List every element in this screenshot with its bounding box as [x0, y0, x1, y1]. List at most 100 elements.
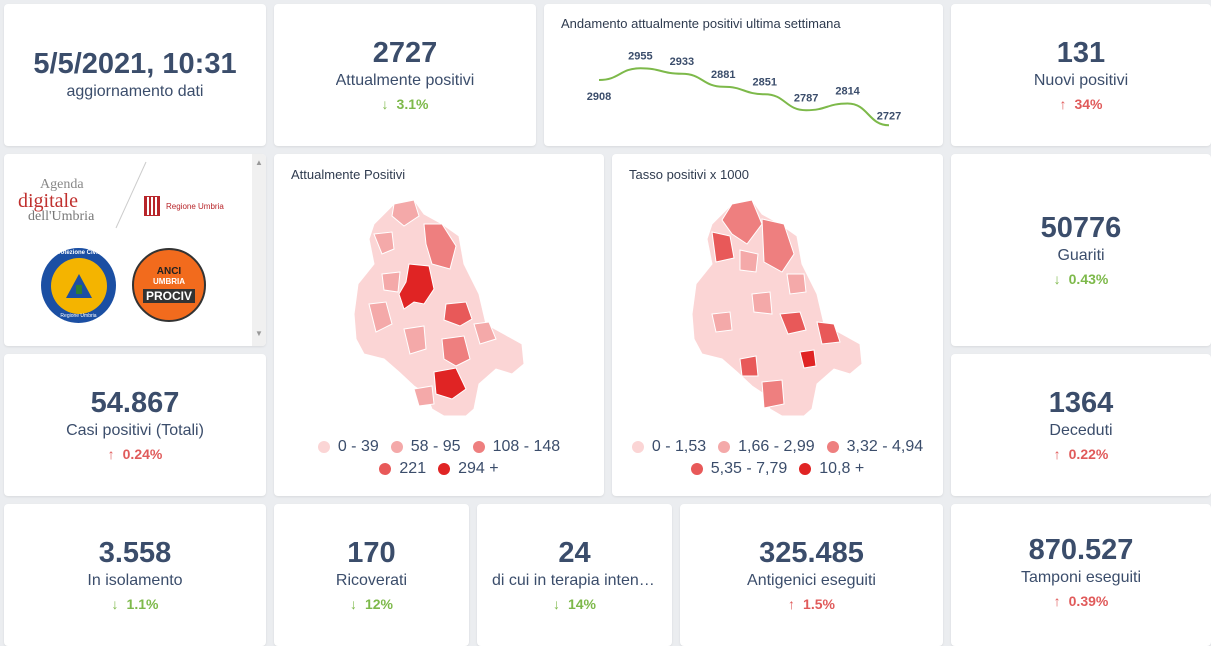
arrow-down-icon: ↓ [111, 595, 119, 612]
kpi-label: Antigenici eseguiti [747, 571, 876, 589]
kpi-guariti: 50776 Guariti ↓ 0.43% [951, 154, 1211, 346]
kpi-value: 50776 [1040, 212, 1122, 245]
kpi-value: 325.485 [759, 537, 864, 570]
kpi-ricoverati: 170 Ricoverati ↓ 12% [274, 504, 469, 646]
kpi-change: ↑ 0.39% [1054, 593, 1109, 609]
kpi-change: ↓ 1.1% [112, 596, 159, 612]
kpi-value: 870.527 [1028, 534, 1134, 567]
divider-line [115, 161, 147, 229]
chart-title: Andamento attualmente positivi ultima se… [561, 16, 841, 31]
map-tasso-card: Tasso positivi x 1000 0 - 1,53 1,66 - 2,9… [612, 154, 943, 496]
kpi-label: In isolamento [87, 571, 183, 589]
kpi-value: 54.867 [90, 387, 180, 420]
kpi-label: Casi positivi (Totali) [66, 421, 204, 439]
protezione-civile-logo: Protezione Civile Regione Umbria [41, 248, 116, 323]
kpi-label: Tamponi eseguiti [1020, 568, 1142, 586]
kpi-value: 3.558 [98, 537, 172, 570]
arrow-up-icon: ↑ [1059, 95, 1067, 112]
kpi-label: Guariti [1057, 246, 1105, 264]
legend-swatch [826, 441, 839, 453]
scroll-down-icon[interactable]: ▼ [255, 329, 263, 338]
kpi-change: ↑ 0.22% [1054, 446, 1109, 462]
data-label: 2908 [587, 91, 611, 103]
legend-swatch [472, 441, 485, 453]
legend-label: 3,32 - 4,94 [846, 438, 924, 455]
kpi-change-value: 14% [567, 595, 597, 612]
arrow-down-icon: ↓ [1053, 270, 1061, 287]
kpi-value: 1364 [1048, 387, 1114, 420]
kpi-tamponi: 870.527 Tamponi eseguiti ↑ 0.39% [951, 504, 1211, 646]
kpi-change: ↑ 0.24% [108, 446, 163, 462]
agenda-digitale-logo: Agenda digitale dell'Umbria [18, 177, 95, 224]
legend-label: 294 + [458, 460, 499, 477]
arrow-up-icon: ↑ [788, 595, 796, 612]
kpi-change-value: 3.1% [396, 95, 429, 112]
kpi-terapia-intensiva: 24 di cui in terapia intensiva ↓ 14% [477, 504, 672, 646]
legend-label: 5,35 - 7,79 [710, 460, 788, 477]
legend-swatch [390, 441, 403, 453]
legend-entry: 221 [379, 460, 426, 478]
kpi-change: ↓ 0.43% [1054, 271, 1109, 287]
legend-swatch [438, 463, 451, 475]
kpi-label: Ricoverati [335, 571, 408, 589]
regione-umbria-logo: Regione Umbria [144, 196, 224, 216]
arrow-down-icon: ↓ [381, 95, 389, 112]
legend-entry: 108 - 148 [472, 438, 560, 456]
legend-swatch [690, 463, 703, 475]
kpi-antigenici: 325.485 Antigenici eseguiti ↑ 1.5% [680, 504, 943, 646]
update-label: aggiornamento dati [66, 82, 204, 100]
data-label: 2787 [794, 92, 818, 104]
legend-entry: 294 + [438, 460, 499, 478]
kpi-change: ↑ 1.5% [788, 596, 835, 612]
anci-prociv-logo: ANCI UMBRIA PROCIV [132, 248, 206, 322]
legend-swatch [379, 463, 392, 475]
arrow-down-icon: ↓ [552, 595, 560, 612]
legend-label: 221 [399, 460, 427, 477]
legend-swatch [718, 441, 731, 453]
update-card: 5/5/2021, 10:31 aggiornamento dati [4, 4, 266, 146]
map-legend: 0 - 39 58 - 95 108 - 148 221 294 + [274, 438, 604, 482]
legend-entry: 10,8 + [799, 460, 864, 478]
arrow-down-icon: ↓ [349, 595, 357, 612]
legend-entry: 3,32 - 4,94 [826, 438, 924, 456]
legend-swatch [317, 441, 330, 453]
data-label: 2955 [628, 50, 652, 62]
kpi-change: ↓ 3.1% [382, 96, 429, 112]
data-label: 2814 [835, 86, 860, 98]
kpi-change: ↓ 12% [350, 596, 393, 612]
legend-entry: 0 - 39 [317, 438, 379, 456]
legend-label: 10,8 + [819, 460, 865, 477]
data-label: 2933 [670, 56, 694, 68]
kpi-change-value: 1.5% [803, 595, 835, 612]
kpi-change-value: 34% [1074, 95, 1103, 112]
data-label: 2727 [877, 110, 901, 122]
logos-card: ▲ ▼ Agenda digitale dell'Umbria Regione … [4, 154, 266, 346]
arrow-up-icon: ↑ [107, 445, 115, 462]
legend-entry: 1,66 - 2,99 [718, 438, 815, 456]
kpi-label: Nuovi positivi [1033, 71, 1129, 89]
kpi-value: 131 [1056, 37, 1106, 70]
legend-entry: 0 - 1,53 [631, 438, 706, 456]
map-title: Attualmente Positivi [291, 167, 406, 182]
data-label: 2881 [711, 69, 735, 81]
kpi-change: ↑ 34% [1059, 96, 1102, 112]
kpi-value: 2727 [372, 37, 438, 70]
kpi-label: Deceduti [1049, 421, 1113, 439]
kpi-change-value: 0.39% [1068, 592, 1109, 609]
triangle-icon [65, 273, 92, 298]
kpi-attualmente-positivi: 2727 Attualmente positivi ↓ 3.1% [274, 4, 536, 146]
scroll-up-icon[interactable]: ▲ [255, 158, 263, 167]
kpi-label: di cui in terapia intensiva [492, 571, 657, 589]
scrollbar[interactable]: ▲ ▼ [252, 154, 266, 346]
umbria-map-positivi[interactable] [274, 154, 604, 496]
kpi-label: Attualmente positivi [335, 71, 475, 89]
legend-label: 0 - 39 [337, 438, 379, 455]
kpi-change-value: 1.1% [126, 595, 159, 612]
kpi-change-value: 0.24% [122, 445, 163, 462]
trend-line-chart: 2908 2955 2933 2881 2851 2787 2814 2727 [587, 50, 901, 127]
kpi-deceduti: 1364 Deceduti ↑ 0.22% [951, 354, 1211, 496]
kpi-change-value: 0.22% [1068, 445, 1109, 462]
kpi-change-value: 0.43% [1068, 270, 1109, 287]
kpi-value: 24 [558, 537, 591, 570]
umbria-map-tasso[interactable] [612, 154, 943, 496]
